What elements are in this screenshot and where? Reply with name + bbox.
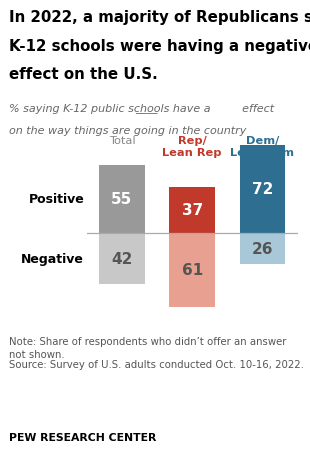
Bar [240, 233, 285, 265]
Text: % saying K-12 public schools have a         effect: % saying K-12 public schools have a effe… [9, 103, 274, 113]
Bar [99, 233, 145, 284]
Text: 42: 42 [111, 251, 133, 266]
Text: Dem/
Lean Dem: Dem/ Lean Dem [230, 135, 294, 157]
Bar [99, 166, 145, 233]
Text: Total: Total [108, 135, 135, 146]
Bar [169, 188, 215, 233]
Text: Negative: Negative [21, 252, 84, 265]
Text: Source: Survey of U.S. adults conducted Oct. 10-16, 2022.: Source: Survey of U.S. adults conducted … [9, 359, 304, 369]
Text: Positive: Positive [29, 193, 84, 206]
Bar [169, 233, 215, 308]
Text: PEW RESEARCH CENTER: PEW RESEARCH CENTER [9, 431, 157, 442]
Text: ____: ____ [135, 103, 157, 113]
Text: 37: 37 [182, 203, 203, 218]
Text: 61: 61 [182, 263, 203, 278]
Text: 55: 55 [111, 192, 133, 207]
Text: Rep/
Lean Rep: Rep/ Lean Rep [162, 135, 222, 157]
Text: In 2022, a majority of Republicans said: In 2022, a majority of Republicans said [9, 10, 310, 25]
Text: 72: 72 [252, 182, 273, 196]
Text: 26: 26 [252, 241, 273, 257]
Bar [240, 146, 285, 233]
Text: Note: Share of respondents who didn’t offer an answer
not shown.: Note: Share of respondents who didn’t of… [9, 336, 287, 359]
Text: K-12 schools were having a negative: K-12 schools were having a negative [9, 39, 310, 54]
Text: effect on the U.S.: effect on the U.S. [9, 67, 158, 82]
Text: on the way things are going in the country: on the way things are going in the count… [9, 125, 247, 135]
